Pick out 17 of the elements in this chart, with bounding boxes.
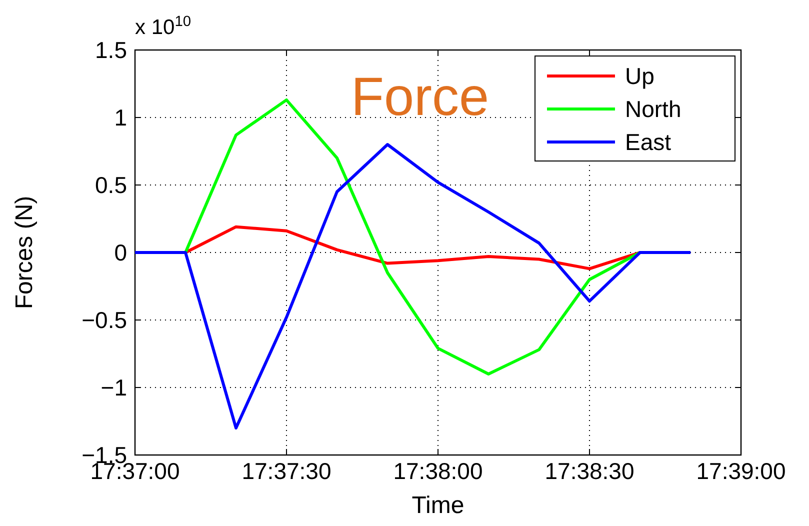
legend-label: East	[625, 129, 672, 155]
x-tick-label: 17:37:30	[242, 458, 332, 484]
y-tick-label: 1	[114, 104, 127, 130]
y-axis-title: Forces (N)	[11, 196, 38, 310]
text: x 10$^{10}$	[135, 14, 192, 39]
y-tick-label: 0.5	[95, 172, 127, 198]
y-tick-label: 0	[114, 240, 127, 266]
x-tick-label: 17:38:30	[544, 458, 634, 484]
x-axis-title: Time	[412, 492, 464, 519]
y-tick-label: −0.5	[82, 307, 127, 333]
y-tick-label: 1.5	[95, 37, 127, 63]
legend-label: North	[625, 96, 682, 122]
x-tick-label: 17:39:00	[696, 458, 786, 484]
legend-label: Up	[625, 63, 654, 89]
x-tick-label: 17:38:00	[393, 458, 483, 484]
chart-title: Force	[350, 67, 490, 127]
y-tick-label: −1	[100, 374, 127, 400]
